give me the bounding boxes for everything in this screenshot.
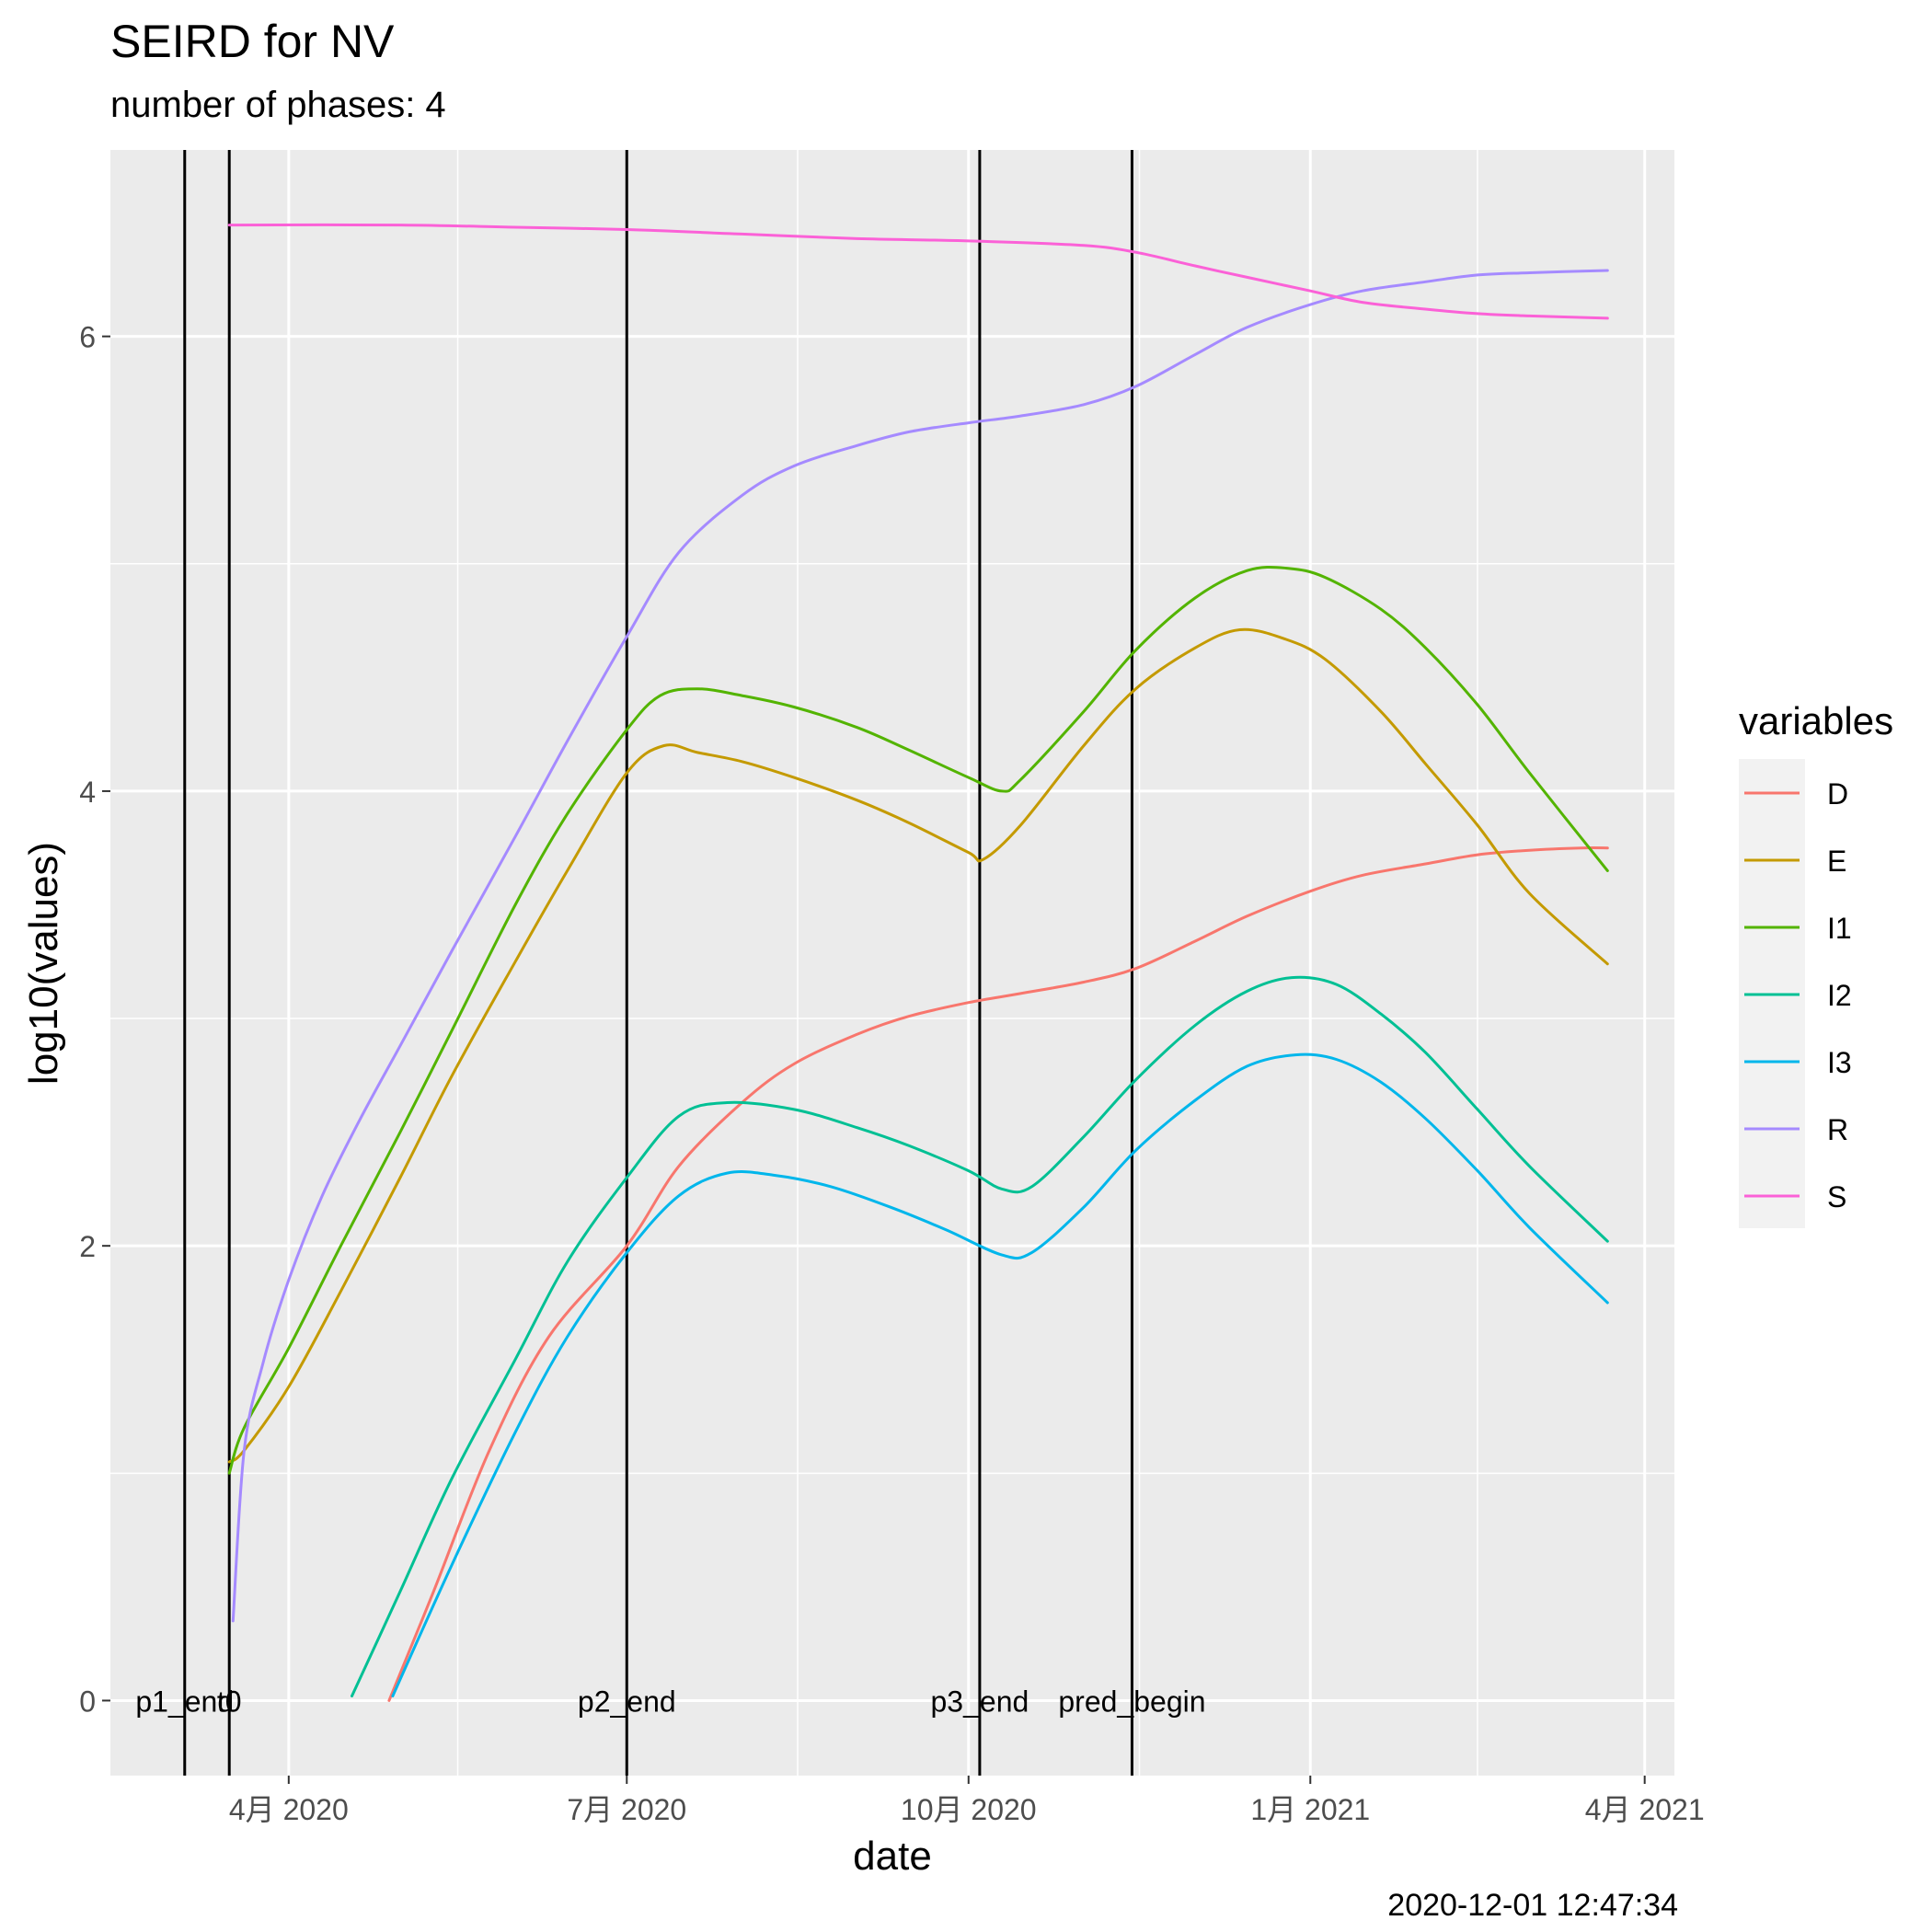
x-axis: 4月 2020 7月 2020 10月 2020 1月 2021 4月 2021 xyxy=(229,1776,1705,1826)
x-tick-label: 1月 2021 xyxy=(1250,1793,1370,1826)
plot-panel xyxy=(110,150,1674,1776)
legend: D E I1 I2 I3 R S xyxy=(1744,777,1852,1213)
legend-label-d: D xyxy=(1827,777,1848,811)
phase-label-t0: t0 xyxy=(217,1685,242,1718)
grid-minor xyxy=(110,150,1674,1776)
y-tick-label: 6 xyxy=(79,321,96,354)
y-tick-label: 2 xyxy=(79,1230,96,1263)
series-line-e xyxy=(227,627,1609,1464)
series-lines xyxy=(227,223,1609,1702)
legend-title: variables xyxy=(1739,699,1893,742)
x-tick-label: 4月 2021 xyxy=(1585,1793,1705,1826)
legend-label-i1: I1 xyxy=(1827,912,1852,945)
legend-label-e: E xyxy=(1827,845,1846,878)
y-tick-label: 4 xyxy=(79,776,96,809)
x-tick-label: 10月 2020 xyxy=(901,1793,1037,1826)
y-tick-label: 0 xyxy=(79,1685,96,1718)
legend-label-i3: I3 xyxy=(1827,1046,1852,1079)
x-axis-label: date xyxy=(853,1834,932,1879)
phase-label-p2-end: p2_end xyxy=(578,1685,676,1718)
series-line-i3 xyxy=(391,1052,1609,1697)
y-axis-label: log10(values) xyxy=(21,842,66,1085)
legend-label-s: S xyxy=(1827,1180,1846,1213)
chart-caption: 2020-12-01 12:47:34 xyxy=(1387,1888,1678,1923)
chart-subtitle: number of phases: 4 xyxy=(110,85,446,125)
phase-label-p1-end: p1_end xyxy=(135,1685,234,1718)
x-tick-label: 4月 2020 xyxy=(229,1793,349,1826)
legend-label-i2: I2 xyxy=(1827,979,1852,1012)
series-line-s xyxy=(227,223,1609,320)
series-line-i2 xyxy=(351,975,1609,1697)
chart-title: SEIRD for NV xyxy=(110,16,395,67)
y-axis: 0 2 4 6 xyxy=(79,321,110,1718)
series-line-d xyxy=(387,846,1609,1702)
phase-label-p3-end: p3_end xyxy=(931,1685,1029,1718)
x-tick-label: 7月 2020 xyxy=(567,1793,686,1826)
legend-label-r: R xyxy=(1827,1113,1848,1146)
phase-label-pred-begin: pred_begin xyxy=(1058,1685,1205,1718)
series-line-r xyxy=(231,269,1609,1623)
series-line-i1 xyxy=(227,565,1609,1475)
